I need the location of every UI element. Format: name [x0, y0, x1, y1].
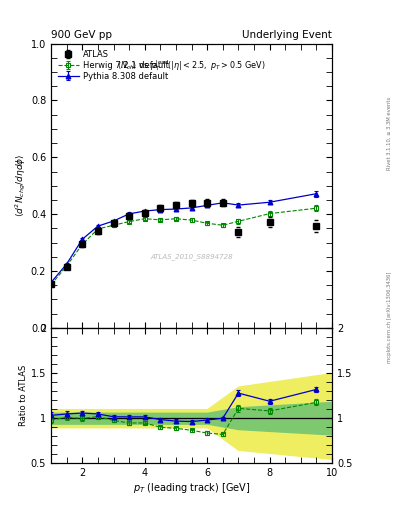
Y-axis label: $\langle d^2 N_{chg}/d\eta d\phi\rangle$: $\langle d^2 N_{chg}/d\eta d\phi\rangle$ [14, 154, 28, 218]
Text: mcplots.cern.ch [arXiv:1306.3436]: mcplots.cern.ch [arXiv:1306.3436] [387, 272, 392, 363]
Text: Rivet 3.1.10, ≥ 3.3M events: Rivet 3.1.10, ≥ 3.3M events [387, 96, 392, 170]
Text: 900 GeV pp: 900 GeV pp [51, 30, 112, 40]
Y-axis label: Ratio to ATLAS: Ratio to ATLAS [19, 365, 28, 426]
X-axis label: $p_T$ (leading track) [GeV]: $p_T$ (leading track) [GeV] [133, 481, 250, 495]
Text: ATLAS_2010_S8894728: ATLAS_2010_S8894728 [150, 253, 233, 260]
Text: $\langle N_{ch}\rangle$ vs $p_T^{\rm lead}(|\eta| < 2.5,\ p_T > 0.5\ \mathrm{GeV: $\langle N_{ch}\rangle$ vs $p_T^{\rm lea… [118, 58, 266, 73]
Text: Underlying Event: Underlying Event [242, 30, 332, 40]
Legend: ATLAS, Herwig 7.2.1 default, Pythia 8.308 default: ATLAS, Herwig 7.2.1 default, Pythia 8.30… [55, 48, 171, 83]
